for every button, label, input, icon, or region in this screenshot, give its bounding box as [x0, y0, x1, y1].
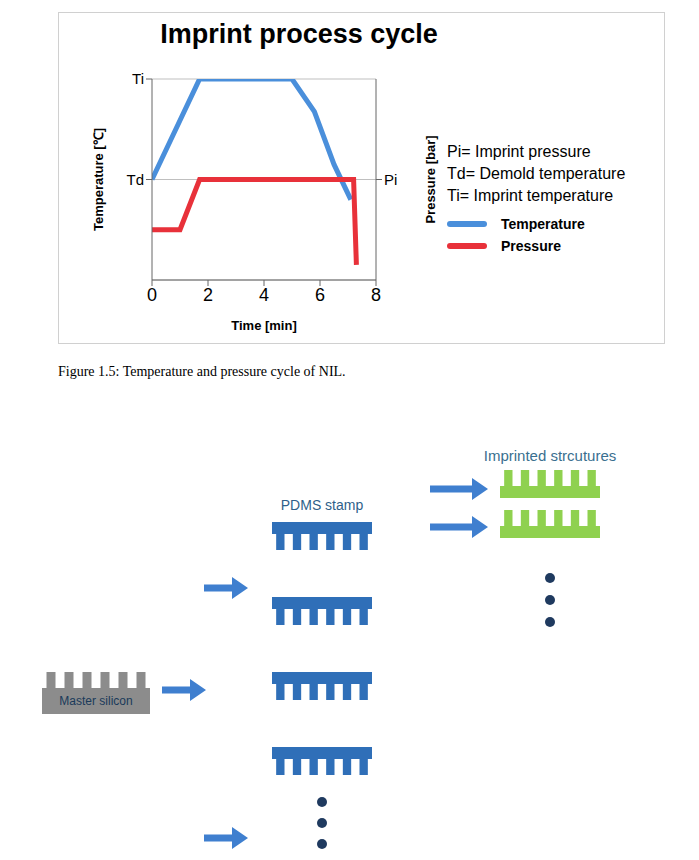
svg-text:Imprinted strcutures: Imprinted strcutures [484, 447, 617, 464]
svg-text:Temperature [℃]: Temperature [℃] [91, 128, 106, 231]
svg-text:PDMS stamp: PDMS stamp [281, 497, 364, 513]
html-text:Temperature: Temperature [501, 216, 585, 232]
html-text:Td= Demold temperature: Td= Demold temperature [447, 165, 626, 182]
svg-text:Ti: Ti [132, 70, 144, 87]
html-text:Imprint process cycle: Imprint process cycle [160, 19, 438, 49]
svg-text:6: 6 [315, 285, 325, 305]
svg-text:0: 0 [147, 285, 157, 305]
svg-text:Pi: Pi [384, 171, 397, 188]
html-text:Figure 1.5: Temperature and pr: Figure 1.5: Temperature and pressure cyc… [58, 364, 346, 379]
html-text:Ti= Imprint temperature: Ti= Imprint temperature [447, 187, 614, 204]
svg-text:Master silicon: Master silicon [59, 694, 132, 708]
svg-text:Td: Td [126, 171, 144, 188]
svg-text:8: 8 [371, 285, 381, 305]
svg-text:Pressure [bar]: Pressure [bar] [423, 135, 438, 223]
svg-text:4: 4 [259, 285, 269, 305]
html-text:Pi= Imprint pressure: Pi= Imprint pressure [447, 143, 591, 160]
html-text:Pressure: Pressure [501, 238, 561, 254]
svg-text:2: 2 [203, 285, 213, 305]
svg-text:Time [min]: Time [min] [231, 318, 297, 333]
